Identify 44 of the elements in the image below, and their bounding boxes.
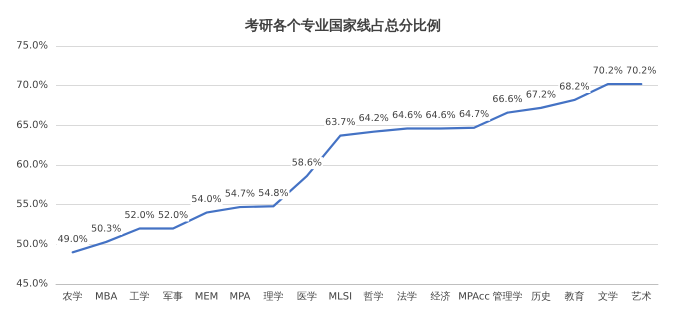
data-label: 54.8% [258, 188, 288, 199]
y-tick-label: 45.0% [16, 278, 48, 290]
x-tick-label: 文学 [598, 290, 618, 302]
x-tick-label: MBA [94, 292, 118, 302]
y-tick-label: 50.0% [16, 238, 48, 250]
y-tick-label: 75.0% [16, 40, 48, 52]
y-tick-label: 70.0% [16, 80, 48, 92]
x-tick-label: MPA [230, 292, 251, 302]
y-tick-label: 65.0% [16, 120, 48, 131]
x-tick-label: 哲学 [364, 290, 384, 302]
data-label: 54.0% [191, 194, 222, 206]
chart-title: 考研各个专业国家线占总分比例 [244, 17, 441, 34]
y-tick-label: 55.0% [16, 199, 48, 210]
data-label: 54.7% [224, 188, 256, 200]
data-label: 64.2% [358, 113, 389, 124]
data-label: 50.3% [91, 223, 122, 234]
data-label: 52.0% [158, 210, 188, 221]
x-tick-label: 历史 [530, 290, 551, 302]
x-tick-label: MEM [194, 292, 218, 302]
x-tick-label: 农学 [62, 290, 83, 302]
data-label: 70.2% [626, 66, 656, 77]
x-tick-label: 艺术 [631, 290, 652, 302]
data-label: 67.2% [526, 89, 556, 100]
x-tick-label: 医学 [296, 290, 317, 302]
data-label: 63.7% [325, 117, 356, 128]
data-label: 58.6% [292, 158, 322, 169]
x-tick-label: 教育 [564, 290, 584, 302]
x-tick-label: 理学 [263, 290, 284, 302]
y-tick-label: 60.0% [16, 160, 48, 170]
x-tick-label: 军事 [163, 290, 184, 302]
x-tick-label: 管理学 [492, 290, 522, 302]
x-tick-label: MLSI [328, 292, 352, 302]
x-tick-label: 法学 [397, 290, 418, 302]
data-label: 64.6% [392, 110, 422, 122]
data-label: 49.0% [58, 234, 88, 245]
x-tick-label: 经济 [430, 290, 451, 302]
data-label: 68.2% [559, 81, 590, 92]
data-label: 70.2% [592, 66, 623, 77]
data-label: 66.6% [492, 94, 523, 106]
data-label: 64.6% [426, 110, 456, 122]
data-label: 64.7% [458, 109, 490, 120]
x-tick-label: 工学 [130, 290, 150, 302]
data-label: 52.0% [124, 210, 155, 221]
x-tick-label: MPAcc [458, 292, 490, 302]
